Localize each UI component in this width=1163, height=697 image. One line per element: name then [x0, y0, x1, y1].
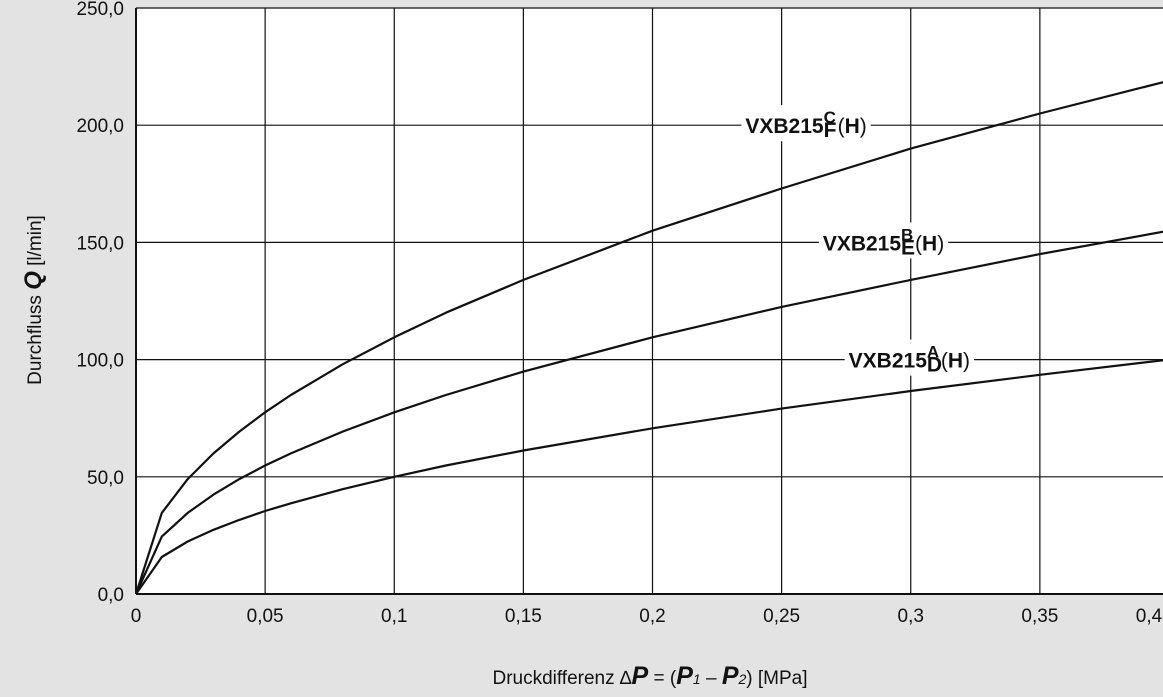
series-label-2: VXB215B — [823, 225, 914, 255]
series-label-bg — [844, 339, 975, 376]
x-tick-labels: 0 0,05 0,1 0,15 0,2 0,25 0,3 0,35 0,4 — [131, 606, 1163, 627]
x-tick-label: 0,25 — [763, 606, 800, 627]
y-tick-label: 250,0 — [76, 0, 124, 20]
x-axis-title-sub2: 2 — [738, 671, 747, 687]
x-axis-title-unit: [MPa] — [753, 668, 808, 689]
plot-area — [136, 8, 1163, 594]
series-label-h: H — [922, 232, 937, 255]
series-label-close: ) — [860, 115, 867, 138]
series-label-sup: C — [824, 108, 836, 127]
x-axis-title-p2: P — [722, 662, 739, 690]
series-label-suffix: (H) — [915, 232, 944, 255]
x-axis-title-p: P — [632, 662, 649, 690]
x-tick-label: 0,2 — [639, 606, 665, 627]
series-label-close: ) — [963, 350, 970, 373]
x-tick-label: 0,3 — [898, 606, 924, 627]
series-label-h: H — [948, 350, 963, 373]
x-tick-label: 0,1 — [381, 606, 407, 627]
series-label-open: ( — [838, 115, 845, 138]
series-label-main: VXB215 — [849, 350, 928, 373]
y-axis-title-q: Q — [20, 271, 47, 290]
series-label-3: VXB215A — [849, 343, 940, 373]
x-tick-label: 0,4 — [1136, 606, 1163, 627]
series-label-1: VXB215C — [745, 108, 836, 138]
series-label-h: H — [845, 115, 860, 138]
series-label-sup: B — [901, 225, 913, 244]
x-tick-label: 0 — [131, 606, 142, 627]
y-axis-title: Durchfluss Q [l/min] — [20, 215, 47, 385]
y-tick-labels: 0,0 50,0 100,0 150,0 200,0 250,0 — [76, 0, 124, 606]
x-tick-label: 0,15 — [505, 606, 542, 627]
y-axis-title-prefix: Durchfluss — [25, 290, 46, 385]
x-tick-label: 0,05 — [247, 606, 284, 627]
x-axis-title-sub1: 1 — [693, 671, 701, 687]
series-label-sub: D — [927, 354, 942, 377]
series-label-suffix: (H) — [941, 350, 970, 373]
y-tick-label: 50,0 — [87, 468, 124, 489]
x-axis-title: Druckdifferenz ∆P = (P1 – P2) [MPa] — [492, 662, 807, 690]
series-line-3 — [135, 359, 1163, 595]
series-label-suffix: (H) — [838, 115, 867, 138]
series-line-1 — [134, 81, 1163, 595]
y-tick-label: 100,0 — [76, 351, 124, 372]
series-label-sup: A — [927, 343, 939, 362]
series-group — [134, 81, 1163, 595]
series-label-main: VXB215 — [745, 115, 824, 138]
y-tick-label: 150,0 — [76, 233, 124, 254]
x-tick-label: 0,35 — [1021, 606, 1058, 627]
x-axis-title-p1: P — [676, 662, 693, 690]
x-axis-title-minus: – — [701, 668, 722, 689]
series-label-bg — [741, 105, 871, 142]
series-label-sub: E — [901, 236, 915, 259]
x-axis-title-prefix: Druckdifferenz — [492, 668, 619, 689]
series-label-close: ) — [937, 232, 944, 255]
series-label-open: ( — [915, 232, 922, 255]
x-axis-title-eq: = ( — [648, 668, 677, 689]
y-tick-label: 200,0 — [76, 116, 124, 137]
x-axis-title-delta: ∆ — [620, 668, 632, 689]
series-label-main: VXB215 — [823, 232, 902, 255]
series-label-open: ( — [941, 350, 948, 373]
x-axis-title-close: ) — [746, 668, 752, 689]
series-line-2 — [134, 230, 1163, 595]
y-tick-label: 0,0 — [98, 585, 124, 606]
series-label-sub: F — [824, 119, 837, 142]
series-label-bg — [818, 222, 949, 259]
y-axis-title-unit: [l/min] — [25, 215, 46, 271]
